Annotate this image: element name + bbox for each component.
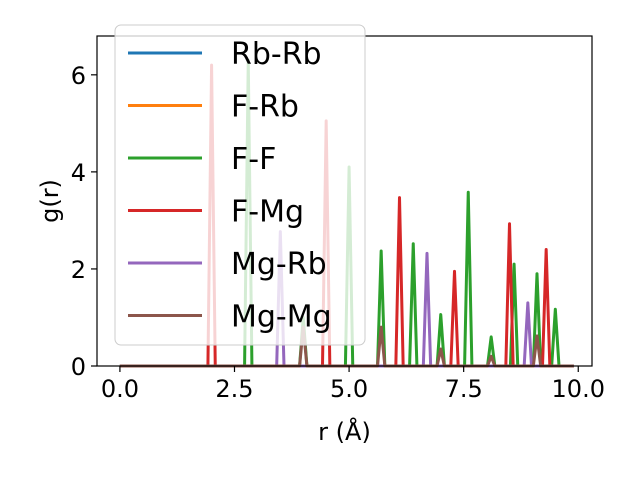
y-axis-label: g(r) — [36, 179, 64, 223]
x-tick-label: 10.0 — [552, 375, 605, 403]
y-tick-label: 6 — [71, 62, 86, 90]
x-tick-label: 0.0 — [101, 375, 139, 403]
x-tick-label: 7.5 — [445, 375, 483, 403]
legend-label: F-Rb — [231, 90, 299, 125]
y-tick-label: 0 — [71, 353, 86, 381]
legend-box — [114, 24, 366, 346]
y-tick-label: 2 — [71, 256, 86, 284]
x-axis-label: r (Å) — [318, 417, 371, 446]
legend-label: Mg-Rb — [231, 247, 327, 282]
legend-label: F-Mg — [231, 195, 304, 230]
axis-ticks: 0.0 2.5 5.0 7.5 10.0 0 2 4 6 — [71, 62, 605, 403]
legend-label: F-F — [231, 142, 276, 177]
x-tick-label: 5.0 — [330, 375, 368, 403]
y-tick-label: 4 — [71, 159, 86, 187]
legend-label: Mg-Mg — [231, 300, 332, 335]
legend: Rb-Rb F-Rb F-F F-Mg Mg-Rb Mg-Mg — [114, 24, 366, 346]
legend-label: Rb-Rb — [231, 37, 322, 72]
series-line-mg-mg — [119, 325, 574, 368]
x-tick-label: 2.5 — [215, 375, 253, 403]
